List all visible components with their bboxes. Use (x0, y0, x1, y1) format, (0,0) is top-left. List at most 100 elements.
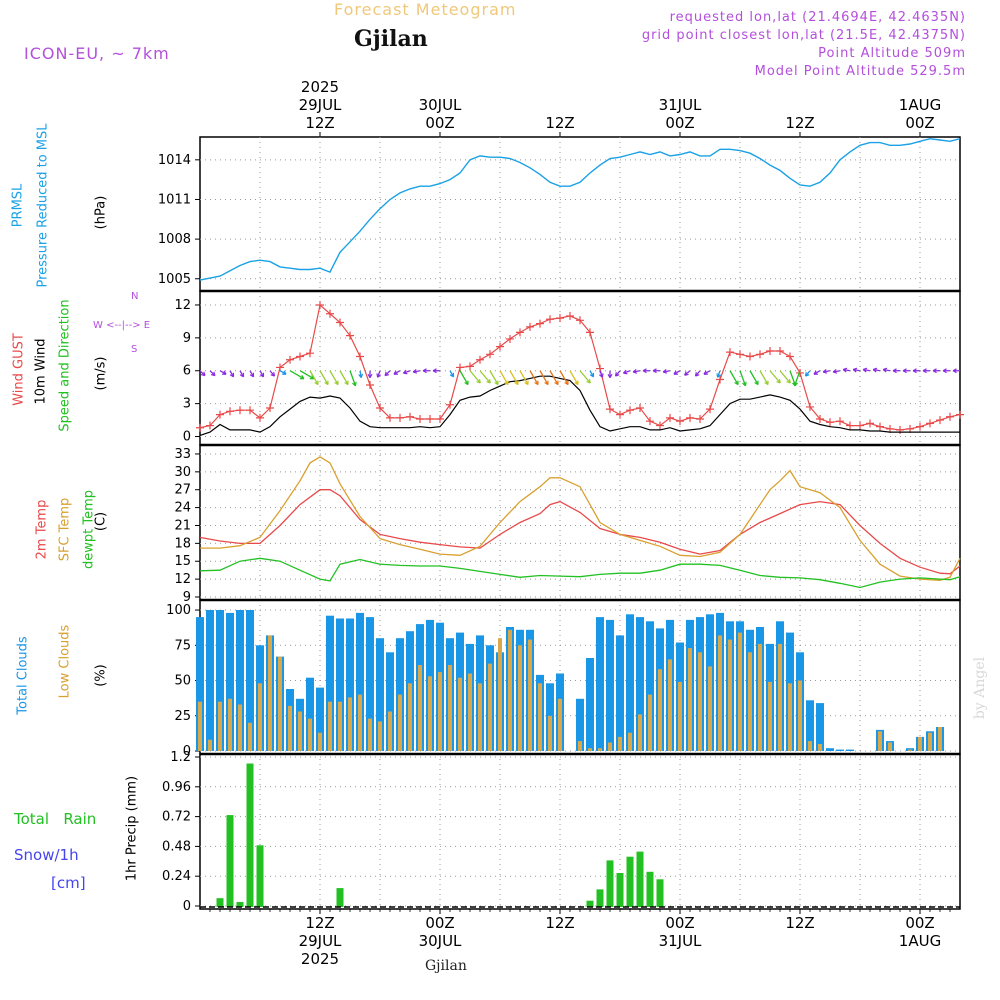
time-label-bottom: 2025 (301, 950, 339, 968)
gust-marker (516, 328, 524, 337)
low-cloud-bar (298, 711, 302, 751)
wind-direction-arrow (729, 370, 739, 385)
wind-arrow-head (564, 380, 569, 386)
time-label-top: 00Z (425, 114, 454, 132)
gust-marker (276, 363, 284, 372)
wind-direction-arrow (329, 370, 339, 385)
low-cloud-bar (378, 721, 382, 751)
rain-bar (216, 898, 224, 907)
wind-direction-arrow (289, 370, 305, 380)
gust-marker (586, 328, 594, 337)
wind-arrow-head (412, 368, 418, 374)
low-cloud-bar (938, 727, 942, 751)
total-cloud-bar (236, 610, 244, 751)
total-cloud-bar (836, 749, 844, 751)
total-cloud-bar (306, 677, 314, 751)
panel-frame (199, 753, 961, 910)
low-cloud-bar (528, 639, 532, 751)
low-cloud-bar (638, 714, 642, 751)
wind-direction-arrow (539, 370, 549, 385)
gust-marker (676, 417, 684, 426)
wind-arrow-head (222, 370, 227, 375)
low-cloud-bar (788, 683, 792, 751)
wind-arrow-head (270, 372, 276, 377)
wind-arrow-head (776, 378, 781, 384)
gust-marker (216, 410, 224, 419)
rain-bar (606, 860, 614, 907)
wind-arrow-head (314, 380, 319, 386)
snow-unit-label: [cm] (51, 874, 86, 892)
point-altitude: Point Altitude 509m (818, 46, 966, 61)
gust-marker (616, 410, 624, 419)
gust-marker (556, 314, 564, 323)
low-cloud-bar (348, 697, 352, 751)
wind-arrow-head (229, 372, 235, 378)
low-cloud-bar (608, 742, 612, 751)
y-tick-label: 0 (183, 899, 191, 914)
gust-marker (296, 352, 304, 361)
y-tick-label: 1014 (158, 153, 191, 168)
wind-arrow-head (504, 380, 509, 386)
gust-marker (206, 421, 214, 430)
y-tick-label: 50 (174, 674, 191, 689)
time-label-bottom: 00Z (905, 914, 934, 932)
wind-arrow-head (524, 380, 529, 386)
low-cloud-bar (878, 731, 882, 751)
rain-bar (646, 871, 654, 907)
time-label-bottom: 00Z (425, 914, 454, 932)
wind-arrow-head (632, 368, 638, 374)
wind-arrow-head (652, 368, 657, 374)
y-tick-label: 1011 (158, 192, 191, 207)
time-label-bottom: 00Z (665, 914, 694, 932)
wind-direction-arrow (499, 370, 509, 385)
time-label-bottom: 30JUL (419, 932, 462, 950)
wind-arrow-head (882, 367, 888, 373)
low-cloud-bar (628, 732, 632, 751)
gust-marker (726, 348, 734, 357)
low-cloud-bar (238, 704, 242, 751)
total-cloud-bar (366, 617, 374, 751)
rain-bar (656, 879, 664, 907)
gust-marker (746, 352, 754, 361)
wind-arrow-head (393, 370, 398, 375)
wind-arrow-head (589, 372, 595, 378)
wind-direction-arrow (509, 370, 519, 385)
y-tick-label: 100 (166, 603, 191, 618)
low-cloud-bar (468, 673, 472, 751)
gust-marker (826, 418, 834, 427)
y-tick-label: 0.48 (162, 839, 191, 854)
y-tick-label: 3 (183, 397, 191, 412)
low-cloud-bar (548, 715, 552, 751)
y-tick-label: 75 (174, 638, 191, 653)
gust-marker (256, 413, 264, 422)
low-cloud-bar (208, 739, 212, 751)
wind-direction-arrow (309, 370, 319, 385)
wind-direction-arrow (779, 370, 791, 384)
time-label-top: 00Z (665, 114, 694, 132)
wind-direction-arrow (793, 370, 801, 386)
gust-marker (306, 349, 314, 358)
gust-marker (396, 413, 404, 422)
gust-marker (646, 417, 654, 426)
y-tick-label: 9 (183, 590, 191, 605)
dewpt-line (199, 557, 961, 589)
low-cloud-bar (708, 666, 712, 751)
total-cloud-bar (216, 610, 224, 751)
total-cloud-bar (806, 700, 814, 751)
time-label-bottom: 1AUG (899, 932, 941, 950)
low-cloud-bar (888, 742, 892, 751)
low-cloud-bar (358, 694, 362, 751)
wind-direction-arrow (479, 370, 491, 384)
gust-marker (536, 319, 544, 328)
wind-arrow-head (852, 367, 858, 373)
gust-marker (946, 412, 954, 421)
gust-marker (566, 311, 574, 320)
low-cloud-bar (228, 698, 232, 751)
gust-marker (806, 402, 814, 411)
rain-bar (636, 851, 644, 907)
gust-marker (716, 375, 724, 384)
total-cloud-bar (196, 617, 204, 751)
total-cloud-bar (386, 652, 394, 751)
low-cloud-bar (808, 741, 812, 751)
total-cloud-bar (356, 612, 364, 751)
